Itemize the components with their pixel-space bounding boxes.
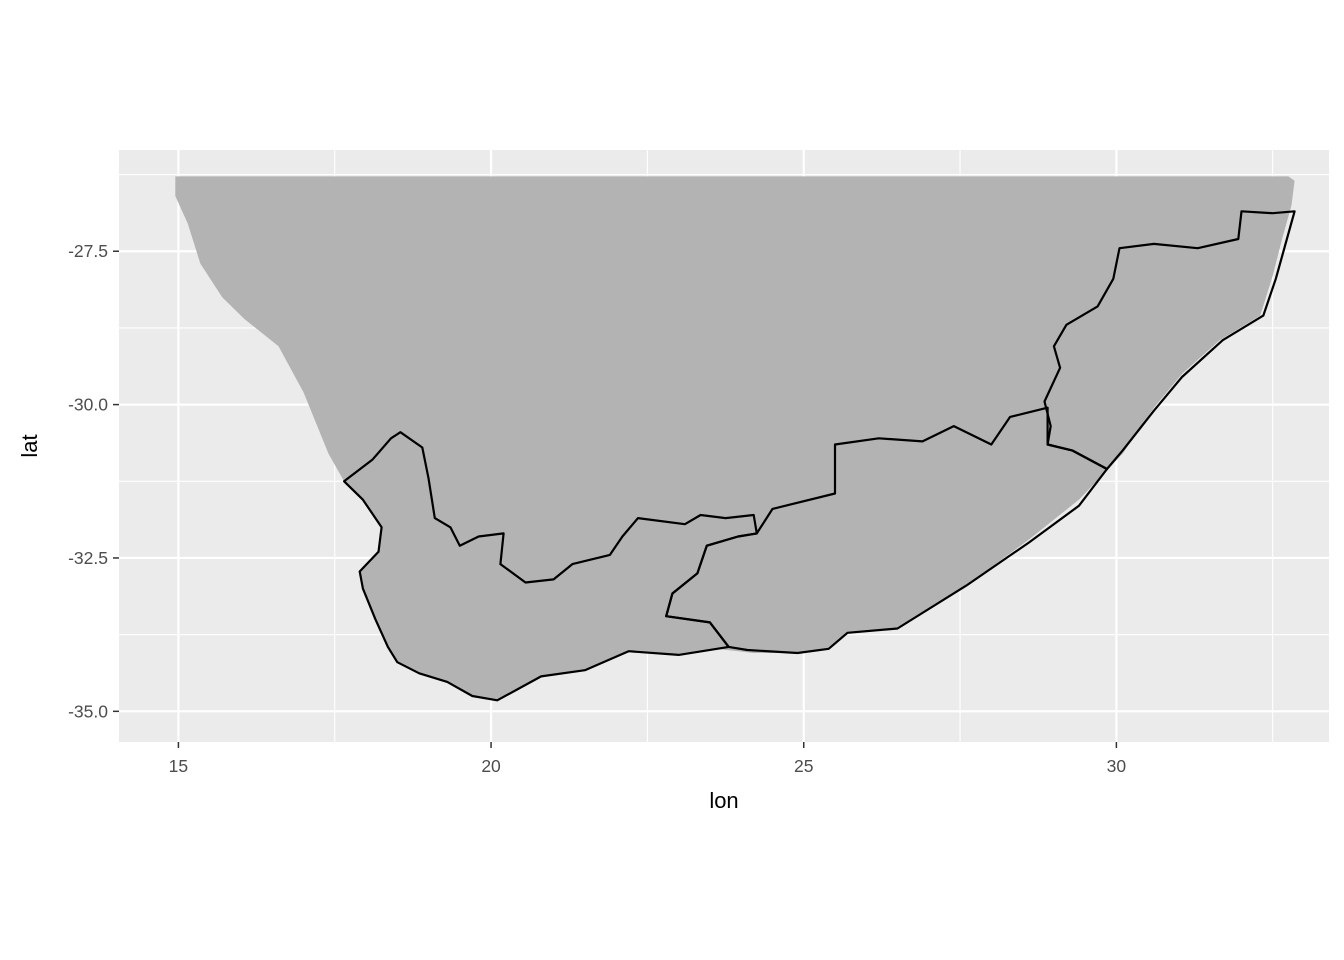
x-tick-label: 15	[169, 756, 188, 776]
province-border-3	[343, 431, 758, 702]
province-border-1	[1043, 210, 1296, 471]
x-tick-label: 20	[481, 756, 501, 776]
y-axis: -27.5 -30.0 -32.5 -35.0	[68, 241, 119, 721]
y-tick-label: -32.5	[68, 548, 108, 568]
x-axis-title: lon	[709, 788, 738, 813]
y-axis-title: lat	[17, 434, 42, 457]
x-tick-label: 25	[794, 756, 813, 776]
x-tick-label: 30	[1107, 756, 1127, 776]
y-tick-label: -35.0	[68, 701, 108, 721]
land-area	[175, 176, 1295, 701]
x-axis: 15 20 25 30	[169, 742, 1127, 776]
province-borders	[343, 210, 1296, 702]
y-tick-label: -30.0	[68, 395, 108, 415]
land-layer	[175, 176, 1295, 701]
y-tick-label: -27.5	[68, 241, 108, 261]
